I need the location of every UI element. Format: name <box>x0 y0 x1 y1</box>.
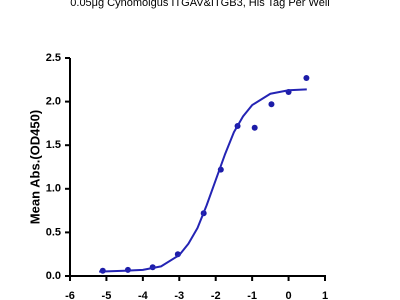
y-axis-label: Mean Abs.(OD450) <box>27 110 42 224</box>
data-point <box>303 75 310 82</box>
y-tick-label: 1.5 <box>46 139 61 151</box>
data-point <box>268 101 275 108</box>
y-tick-label: 1.0 <box>46 183 61 195</box>
fit-curve <box>99 88 307 273</box>
x-tick-label: -2 <box>211 290 221 300</box>
x-tick-label: -3 <box>174 290 184 300</box>
y-tick-label: 0.0 <box>46 270 61 282</box>
chart-title: 0.05μg Cynomolgus ITGAV&ITGB3, His Tag P… <box>70 0 329 9</box>
x-tick-label: -4 <box>138 290 149 300</box>
y-tick-label: 0.5 <box>46 226 61 238</box>
data-point <box>251 124 258 131</box>
x-tick-label: 0 <box>286 290 292 300</box>
x-tick-label: 1 <box>322 290 328 300</box>
x-tick-label: -1 <box>247 290 257 300</box>
y-tick-label: 2.5 <box>46 52 61 64</box>
x-tick-label: -6 <box>65 290 75 300</box>
y-tick-label: 2.0 <box>46 96 61 108</box>
x-tick-label: -5 <box>102 290 112 300</box>
